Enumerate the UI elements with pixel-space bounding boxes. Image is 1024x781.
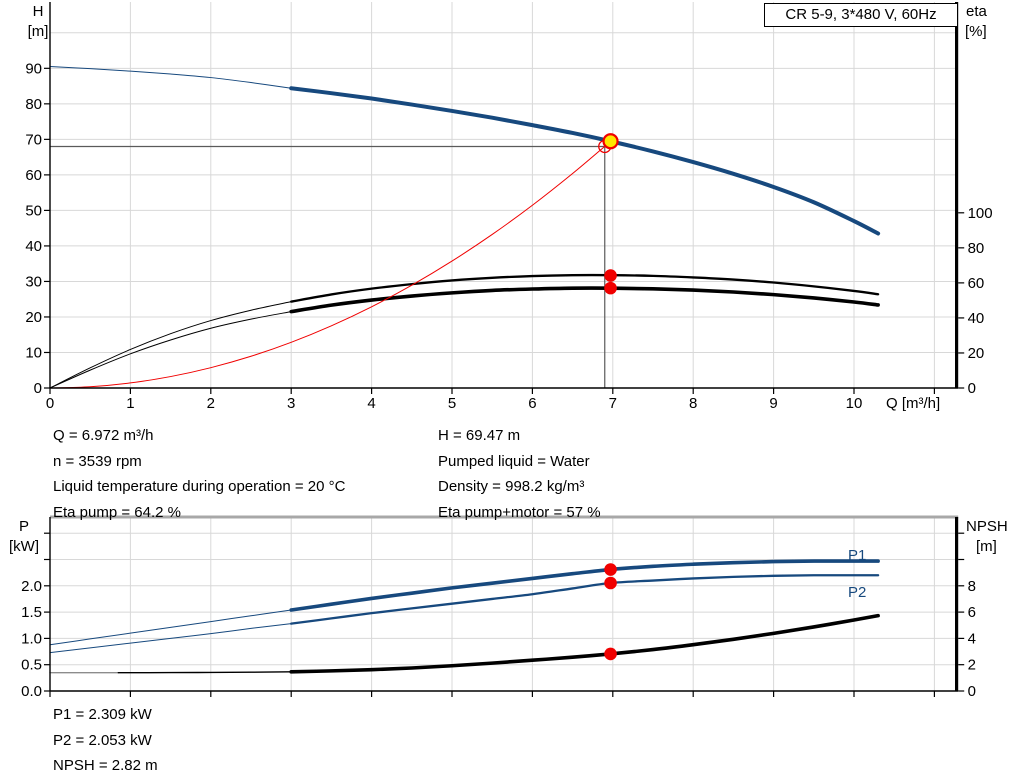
y-tick-left-label: 90	[25, 60, 42, 77]
info-line: Pumped liquid = Water	[438, 452, 590, 470]
info-block-bottom: P1 = 2.309 kW P2 = 2.053 kW NPSH = 2.82 m	[53, 702, 158, 779]
eta-axis-unit: [%]	[965, 23, 987, 40]
info-line: P2 = 2.053 kW	[53, 731, 152, 749]
x-tick-label: 0	[46, 395, 54, 412]
y-tick-left-label: 40	[25, 238, 42, 255]
head-curve	[289, 86, 881, 236]
y-tick-left-label: 1.0	[21, 630, 42, 647]
info-line: NPSH = 2.82 m	[53, 757, 158, 774]
p2-marker	[604, 576, 617, 590]
x-tick-label: 2	[207, 395, 215, 412]
p1-curve-label: P1	[848, 547, 867, 564]
npsh-curve	[289, 613, 880, 674]
y-tick-left-label: 0.5	[21, 657, 42, 674]
h-axis-label: H	[32, 3, 44, 20]
y-tick-right-label: 40	[968, 310, 985, 327]
pump-title-box: CR 5-9, 3*480 V, 60Hz	[764, 3, 958, 27]
y-tick-right-label: 0	[968, 380, 976, 397]
y-tick-left-label: 1.5	[21, 604, 42, 621]
npsh-axis-label: NPSH	[966, 518, 1008, 535]
y-tick-left-label: 2.0	[21, 578, 42, 595]
eta-pump-curve	[290, 273, 880, 303]
p2-curve	[49, 623, 292, 654]
p2-curve-label: P2	[848, 584, 867, 601]
y-tick-left-label: 20	[25, 309, 42, 326]
y-tick-left-label: 70	[25, 131, 42, 148]
x-tick-label: 4	[367, 395, 375, 412]
eta-pump-motor-curve	[49, 311, 292, 389]
y-tick-right-label: 6	[968, 604, 976, 621]
p-axis-unit: [kW]	[9, 538, 39, 555]
y-tick-right-label: 80	[968, 240, 985, 257]
y-tick-right-label: 60	[968, 275, 985, 292]
y-tick-left-label: 60	[25, 167, 42, 184]
y-tick-right-label: 20	[968, 345, 985, 362]
h-axis-unit: [m]	[27, 23, 49, 40]
p-axis-label: P	[18, 518, 29, 535]
q-axis-label: Q [m³/h]	[886, 395, 941, 412]
info-line: Eta pump+motor = 57 %	[438, 503, 601, 521]
system-curve	[49, 140, 612, 389]
x-tick-label: 3	[287, 395, 295, 412]
duty-point-marker	[602, 133, 619, 150]
y-tick-left-label: 80	[25, 96, 42, 113]
y-tick-right-label: 0	[968, 683, 976, 700]
npsh-marker	[604, 647, 617, 661]
x-tick-label: 10	[846, 395, 863, 412]
info-block-left: Q = 6.972 m³/h n = 3539 rpm Liquid tempera…	[53, 423, 345, 525]
info-line: Q = 6.972 m³/h	[53, 427, 154, 444]
p2-curve	[290, 574, 880, 625]
y-tick-left-label: 0.0	[21, 683, 42, 700]
y-tick-right-label: 100	[968, 205, 993, 222]
y-tick-right-label: 4	[968, 630, 976, 647]
info-line: n = 3539 rpm	[53, 452, 142, 470]
info-line: Eta pump = 64.2 %	[53, 503, 181, 521]
npsh-axis-unit: [m]	[976, 538, 997, 555]
y-tick-left-label: 50	[25, 202, 42, 219]
x-tick-label: 8	[689, 395, 697, 412]
info-line: H = 69.47 m	[438, 427, 521, 444]
power-npsh-chart-canvas: 0.0 0.5 1.0 1.5 2.0 0 2 4 6 8	[21, 515, 976, 700]
eta-pump-marker	[604, 269, 617, 282]
info-line: Density = 998.2 kg/m³	[438, 478, 585, 495]
y-tick-left-label: 30	[25, 273, 42, 290]
npsh-curve	[117, 671, 292, 674]
x-tick-label: 7	[609, 395, 617, 412]
info-line: Liquid temperature during operation = 20…	[53, 478, 346, 495]
x-tick-label: 5	[448, 395, 456, 412]
head-curve	[49, 66, 292, 89]
y-tick-right-label: 2	[968, 657, 976, 674]
p1-curve	[49, 609, 292, 646]
x-tick-label: 1	[126, 395, 134, 412]
eta-pump-curve	[49, 301, 292, 389]
eta-pump-motor-marker	[604, 281, 617, 295]
y-tick-left-label: 10	[25, 344, 42, 361]
y-tick-right-label: 8	[968, 578, 976, 595]
p1-marker	[604, 563, 617, 576]
qh-chart-canvas: 0 1 2 3 4 5 6 7 8 9 100102030405060708090020406080…	[25, 2, 993, 412]
x-tick-label: 6	[528, 395, 536, 412]
p1-curve	[289, 559, 880, 612]
eta-pump-motor-curve	[289, 286, 880, 314]
info-block-right: H = 69.47 m Pumped liquid = Water Density …	[438, 423, 601, 525]
y-tick-left-label: 0	[34, 380, 42, 397]
x-tick-label: 9	[769, 395, 777, 412]
eta-axis-label: eta	[966, 3, 987, 20]
info-line: P1 = 2.309 kW	[53, 706, 152, 723]
